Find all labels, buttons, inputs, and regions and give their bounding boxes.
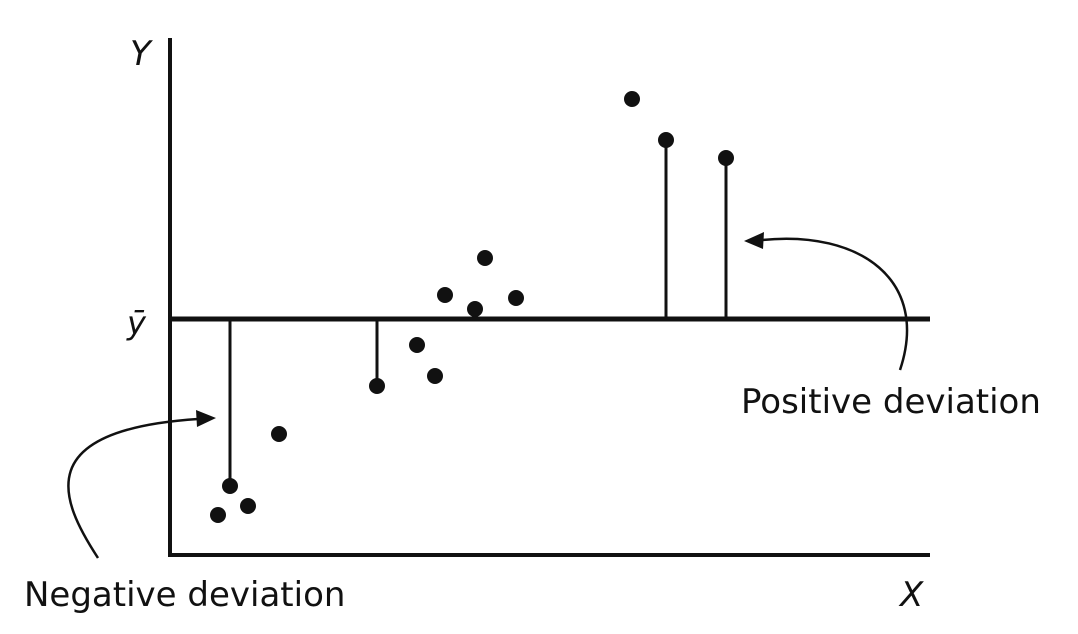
data-point [222,478,238,494]
data-point [624,91,640,107]
positive-deviation-arrow [761,237,909,371]
data-point [271,426,287,442]
data-point [369,378,385,394]
positive-deviation-label: Positive deviation [741,382,1041,422]
data-point [409,337,425,353]
data-point [240,498,256,514]
data-point [427,368,443,384]
negative-deviation-arrow [67,417,199,559]
negative-deviation-label: Negative deviation [24,575,345,615]
data-point [477,250,493,266]
x-axis-label: X [898,575,924,615]
data-point [718,150,734,166]
data-point [508,290,524,306]
mean-label: ȳ [126,304,147,342]
y-axis-label: Y [130,34,153,74]
positive-deviation-arrowhead [744,232,764,249]
data-point [210,507,226,523]
data-point [437,287,453,303]
data-point [467,301,483,317]
negative-deviation-arrowhead [196,410,216,427]
data-point [658,132,674,148]
